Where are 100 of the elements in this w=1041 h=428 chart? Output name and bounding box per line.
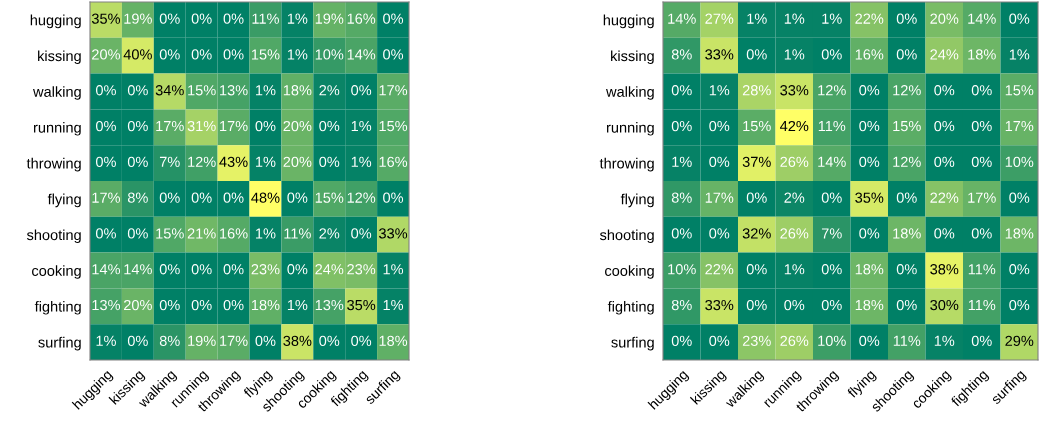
data-label: 0% [971,85,992,96]
data-label: 1% [351,120,372,132]
data-label: 33% [705,49,734,60]
data-label: 0% [95,156,116,168]
data-label: 0% [746,299,767,311]
data-label: 0% [746,192,767,203]
y-tick-label: surfing [611,336,654,351]
data-label: 17% [968,192,996,203]
data-label: 0% [223,299,244,311]
data-label: 16% [379,156,408,168]
data-label: 48% [251,192,280,203]
data-label: 1% [672,156,692,167]
data-label: 0% [671,85,692,96]
data-label: 11% [968,299,996,311]
data-label: 0% [191,192,212,203]
data-label: 12% [347,192,376,203]
data-label: 20% [123,299,152,311]
data-label: 0% [859,85,880,96]
y-tick-label: running [606,122,654,136]
data-label: 28% [742,85,771,96]
y-tick-label: throwing [26,157,81,172]
data-label: 0% [784,299,805,311]
data-label: 8% [671,49,692,60]
data-label: 30% [930,299,959,311]
data-label: 0% [319,120,340,132]
data-label: 23% [347,264,376,275]
data-label: 15% [893,120,921,132]
data-label: 0% [223,49,244,60]
y-tick-label: hugging [603,14,654,29]
data-label: 1% [287,13,308,24]
data-label: 23% [742,335,771,347]
data-label: 0% [287,264,308,275]
data-label: 0% [971,228,992,239]
data-label: 1% [1009,49,1030,60]
data-label: 24% [315,264,344,275]
y-tick-label: flying [620,193,654,208]
data-label: 0% [159,264,180,275]
data-label: 0% [159,299,180,311]
data-label: 12% [818,85,846,96]
data-label: 0% [971,335,992,347]
data-label: 38% [283,335,312,347]
data-label: 40% [123,49,152,60]
data-label: 11% [893,335,921,346]
y-tick-label: cooking [32,265,81,279]
data-label: 0% [159,49,180,60]
data-label: 15% [315,192,344,203]
data-label: 2% [319,85,340,96]
data-label: 0% [127,335,148,347]
data-label: 0% [934,120,955,132]
data-label: 7% [821,228,842,239]
data-label: 0% [159,13,180,24]
data-label: 0% [859,120,880,132]
data-label: 37% [742,156,771,168]
data-label: 0% [746,264,767,275]
data-label: 0% [859,335,880,347]
data-label: 22% [930,192,959,203]
data-label: 0% [351,228,372,239]
data-label: 1% [934,335,955,346]
data-label: 26% [780,156,809,168]
data-label: 8% [671,192,692,203]
data-label: 14% [818,156,846,167]
data-label: 12% [188,156,216,167]
data-label: 1% [96,335,116,346]
data-label: 10% [668,264,696,275]
data-label: 16% [347,13,376,24]
data-label: 31% [187,120,216,132]
data-label: 0% [709,228,730,239]
data-label: 0% [127,228,148,239]
data-label: 15% [188,85,216,96]
data-label: 22% [705,264,734,275]
data-label: 14% [347,49,376,60]
y-tick-label: fighting [34,301,81,315]
data-label: 7% [159,156,180,167]
data-label: 0% [671,228,692,239]
data-label: 0% [896,264,917,275]
data-label: 1% [351,156,372,167]
data-label: 0% [671,120,692,132]
data-label: 12% [893,85,921,96]
data-label: 23% [251,264,280,275]
data-label: 42% [779,120,809,132]
data-label: 19% [315,13,344,24]
y-tick-label: shooting [599,229,654,244]
data-label: 32% [742,228,771,239]
data-label: 0% [287,192,308,203]
y-tick-label: hugging [30,14,81,29]
data-label: 11% [252,13,279,24]
data-label: 18% [283,85,312,96]
data-label: 1% [287,299,308,311]
y-tick-label: kissing [611,50,654,65]
data-label: 1% [747,13,767,24]
data-label: 15% [379,120,408,132]
data-label: 0% [191,13,212,24]
data-label: 0% [821,192,842,203]
data-label: 0% [383,192,404,203]
data-label: 17% [220,120,248,132]
data-label: 18% [251,299,280,311]
data-label: 0% [383,13,404,24]
data-label: 0% [255,335,276,347]
data-label: 20% [92,49,121,60]
data-label: 0% [191,299,212,311]
